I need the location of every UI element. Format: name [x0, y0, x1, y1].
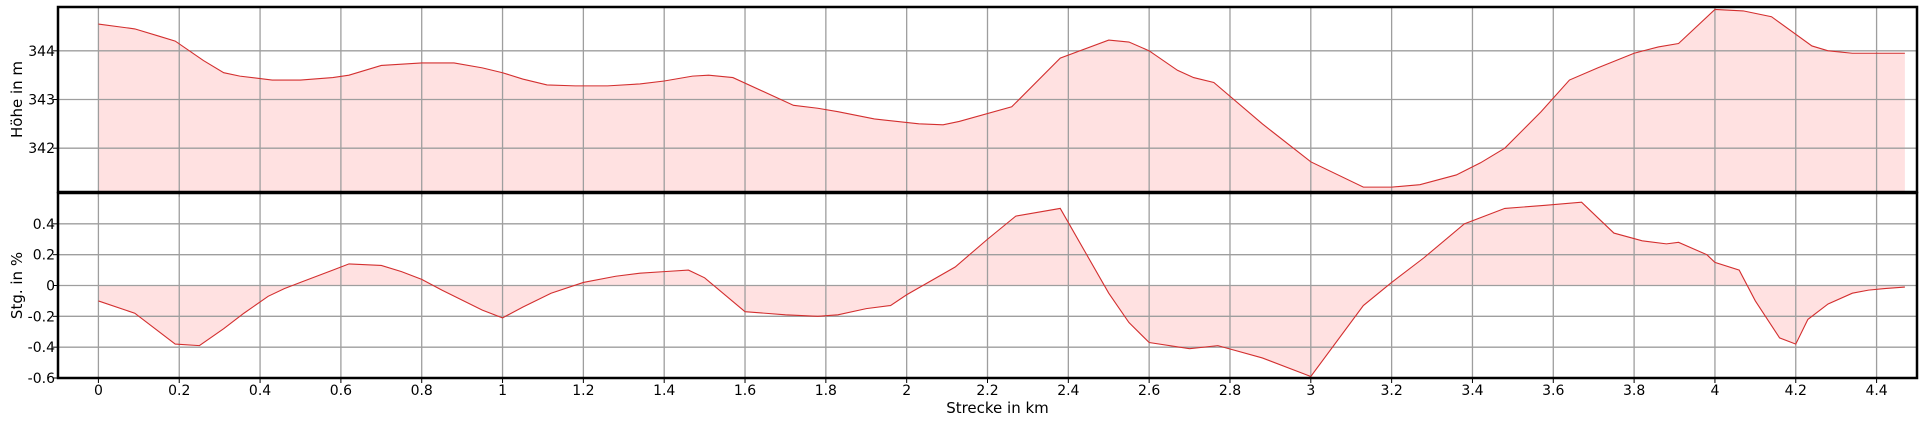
gradient-y-tick-label: 0 [46, 279, 55, 295]
x-tick-label: 3 [1306, 383, 1315, 399]
x-tick-label: 4.2 [1785, 383, 1807, 399]
gradient-plot-frame [56, 191, 1919, 380]
x-tick-label: 3.6 [1542, 383, 1564, 399]
x-tick-label: 0.2 [168, 383, 190, 399]
x-tick-label: 2.6 [1138, 383, 1160, 399]
x-tick-label: 1.6 [734, 383, 756, 399]
elevation-area-fill [98, 9, 1905, 193]
x-tick-label: 0.4 [249, 383, 271, 399]
gradient-y-tick-label: -0.2 [28, 309, 55, 325]
x-tick-label: 1.4 [653, 383, 675, 399]
x-tick-label: 2.4 [1057, 383, 1079, 399]
x-tick-label: 2.8 [1219, 383, 1241, 399]
gradient-y-tick-label: 0.4 [33, 217, 55, 233]
gradient-series-line [98, 201, 1905, 378]
x-tick-label: 2 [902, 383, 911, 399]
x-axis-label: Strecke in km [946, 399, 1049, 417]
x-tick-label: 1 [498, 383, 507, 399]
x-tick-label: 3.8 [1623, 383, 1645, 399]
gradient-y-tick-label: 0.2 [33, 248, 55, 264]
x-tick-label: 3.4 [1461, 383, 1483, 399]
x-tick-label: 1.8 [815, 383, 837, 399]
x-tick-label: 0 [94, 383, 103, 399]
gradient-y-tick-label: -0.6 [28, 371, 55, 387]
gradient-y-axis-label: Stg. in % [8, 252, 26, 319]
x-tick-label: 3.2 [1380, 383, 1402, 399]
elevation-series-line [98, 8, 1905, 188]
x-tick-label: 1.2 [572, 383, 594, 399]
elevation-y-tick-label: 342 [28, 141, 55, 157]
gradient-area-fill [98, 202, 1905, 377]
gradient-y-tick-label: -0.4 [28, 340, 55, 356]
x-tick-label: 0.8 [411, 383, 433, 399]
elevation-y-axis-label: Höhe in m [8, 61, 26, 138]
elevation-y-tick-label: 344 [28, 44, 55, 60]
elevation-y-tick-label: 343 [28, 93, 55, 109]
x-tick-label: 2.2 [976, 383, 998, 399]
x-tick-label: 4 [1710, 383, 1719, 399]
x-tick-label: 4.4 [1865, 383, 1887, 399]
x-tick-label: 0.6 [330, 383, 352, 399]
